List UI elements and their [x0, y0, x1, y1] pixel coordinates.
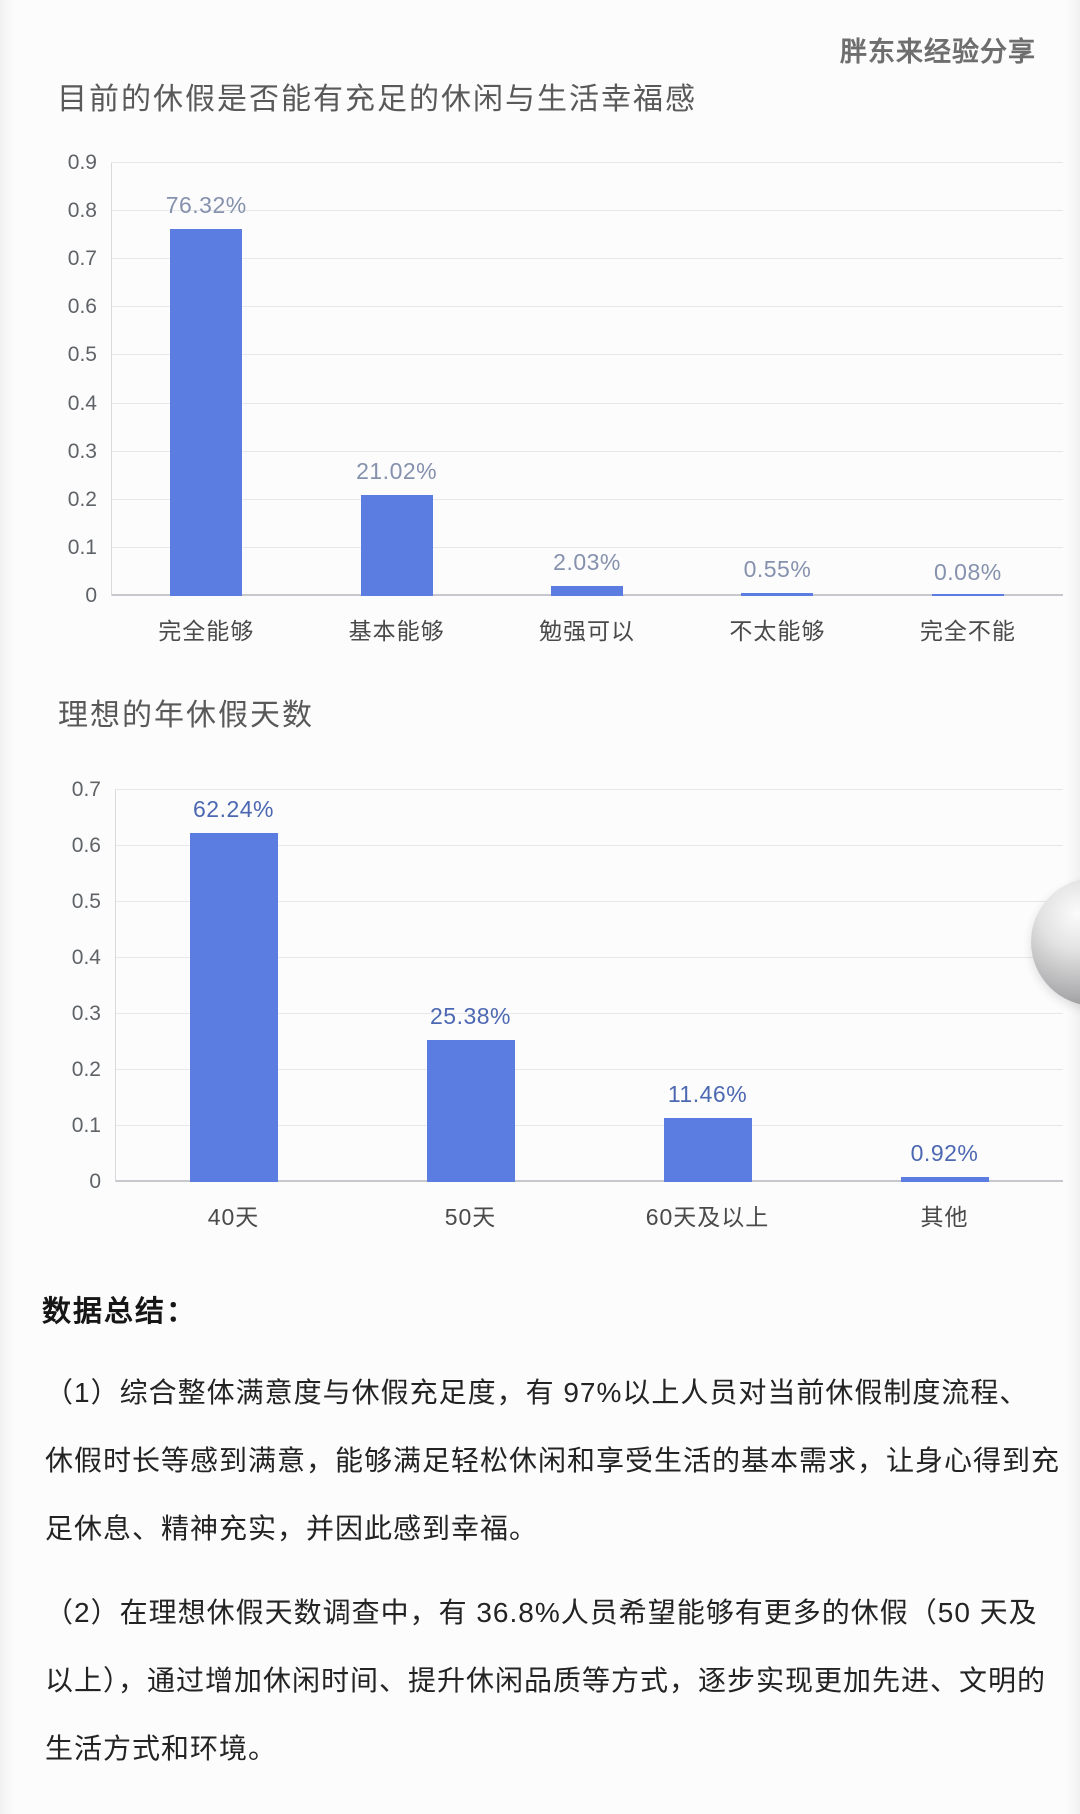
bar-slot: 76.32%	[111, 163, 301, 596]
summary-line: 足休息、精神充实，并因此感到幸福。	[45, 1513, 539, 1544]
bar	[189, 833, 278, 1182]
x-axis-labels: 40天 50天 60天及以上 其他	[115, 1182, 1063, 1232]
bar	[426, 1039, 515, 1182]
y-axis-tick: 0.3	[67, 439, 97, 463]
gridline	[111, 450, 1063, 452]
gridline	[115, 957, 1063, 958]
bar-slot: 0.55%	[682, 163, 872, 596]
bar-slot: 2.03%	[492, 163, 682, 596]
gridline	[111, 546, 1063, 548]
chart2-title: 理想的年休假天数	[58, 699, 314, 732]
y-axis-tick: 0.7	[67, 247, 97, 271]
gridline	[111, 306, 1063, 308]
summary-line: 休假时长等感到满意，能够满足轻松休闲和享受生活的基本需求，让身心得到充	[45, 1445, 1061, 1476]
gridline	[115, 789, 1063, 790]
gridline	[111, 258, 1063, 260]
bar-value-label: 62.24%	[192, 796, 275, 823]
y-axis-tick: 0.2	[71, 1058, 101, 1081]
chart2-plot: 0 0.1 0.2 0.3 0.4 0.5 0.6 0.7 62.24% 25.38% 11.46%…	[72, 778, 1063, 1230]
bar-slot: 0.08%	[873, 163, 1063, 596]
bar-value-label: 21.02%	[356, 457, 438, 484]
gridline	[115, 1180, 1063, 1182]
x-axis-labels: 完全能够 基本能够 勉强可以 不太能够 完全不能	[111, 596, 1063, 646]
summary-line: （2）在理想休假天数调查中，有 36.8%人员希望能够有更多的休假（50 天及	[45, 1597, 1038, 1628]
x-axis-label: 基本能够	[348, 618, 445, 644]
y-axis-tick: 0.8	[67, 199, 97, 223]
bar	[931, 594, 1004, 596]
bar	[741, 593, 814, 596]
summary-line: 以上），通过增加休闲时间、提升休闲品质等方式，逐步实现更加先进、文明的	[45, 1665, 1047, 1696]
y-axis-tick: 0	[89, 1170, 101, 1193]
gridline	[111, 210, 1063, 212]
x-axis-label: 完全能够	[158, 618, 255, 644]
gridline	[115, 1013, 1063, 1014]
y-axis-tick: 0.9	[67, 151, 97, 174]
bar	[663, 1117, 752, 1182]
y-axis-tick: 0.4	[71, 946, 101, 969]
bar	[360, 494, 433, 596]
y-axis-tick: 0.1	[67, 535, 97, 559]
y-axis-tick: 0.3	[71, 1002, 101, 1025]
x-axis-label: 40天	[207, 1204, 260, 1230]
bar-value-label: 0.55%	[743, 556, 812, 583]
y-axis-tick: 0.2	[67, 487, 97, 511]
bar-value-label: 76.32%	[165, 191, 247, 218]
gridline	[111, 354, 1063, 356]
summary-line: 生活方式和环境。	[45, 1733, 278, 1764]
bar-value-label: 2.03%	[553, 549, 621, 576]
gridline	[115, 845, 1063, 846]
y-axis-tick: 0.6	[67, 295, 97, 319]
summary-heading: 数据总结：	[42, 1296, 198, 1328]
gridline	[111, 402, 1063, 404]
gridline	[115, 1069, 1063, 1070]
bar-slot: 25.38%	[352, 790, 589, 1182]
bar	[170, 228, 243, 596]
brand-watermark: 胖东来经验分享	[840, 37, 1036, 67]
bar-value-label: 0.08%	[933, 558, 1002, 585]
y-axis-tick: 0.1	[71, 1114, 101, 1137]
summary-line: （1）综合整体满意度与休假充足度，有 97%以上人员对当前休假制度流程、	[45, 1377, 1029, 1408]
chart1-plot: 0 0.1 0.2 0.3 0.4 0.5 0.6 0.7 0.8 0.9 76.32% 21.02%…	[68, 151, 1063, 644]
x-axis-label: 勉强可以	[539, 618, 636, 644]
gridline	[115, 1125, 1063, 1126]
bar-slot: 62.24%	[115, 790, 352, 1182]
gridline	[111, 498, 1063, 500]
gridline	[111, 162, 1063, 163]
chart1-title: 目前的休假是否能有充足的休闲与生活幸福感	[57, 83, 697, 116]
x-axis-label: 60天及以上	[645, 1204, 770, 1230]
bar-value-label: 25.38%	[429, 1002, 512, 1029]
summary-paragraph-2: （2）在理想休假天数调查中，有 36.8%人员希望能够有更多的休假（50 天及以…	[45, 1579, 1045, 1783]
y-axis-line	[111, 163, 112, 596]
bar-slots: 62.24% 25.38% 11.46% 0.92%	[115, 790, 1063, 1182]
y-axis-tick: 0.5	[71, 890, 101, 913]
y-axis-tick: 0.5	[67, 343, 97, 367]
bar-slot: 0.92%	[826, 790, 1063, 1182]
y-axis-line	[115, 790, 116, 1182]
x-axis-label: 完全不能	[919, 618, 1016, 644]
summary-paragraph-1: （1）综合整体满意度与休假充足度，有 97%以上人员对当前休假制度流程、休假时长…	[45, 1359, 1061, 1563]
bar-slot: 11.46%	[589, 790, 826, 1182]
bar-slot: 21.02%	[301, 163, 491, 596]
x-axis-label: 50天	[444, 1204, 497, 1230]
bar-value-label: 11.46%	[667, 1080, 748, 1107]
y-axis-tick: 0.7	[71, 778, 101, 801]
bar	[551, 586, 624, 596]
x-axis-label: 不太能够	[729, 618, 826, 644]
y-axis-tick: 0	[85, 584, 97, 607]
gridline	[115, 901, 1063, 902]
bar	[900, 1176, 989, 1182]
x-axis-label: 其他	[920, 1204, 969, 1230]
bar-value-label: 0.92%	[910, 1139, 979, 1166]
y-axis-tick: 0.6	[71, 834, 101, 857]
bar-slots: 76.32% 21.02% 2.03% 0.55% 0.08%	[111, 163, 1063, 596]
y-axis-tick: 0.4	[67, 391, 97, 415]
